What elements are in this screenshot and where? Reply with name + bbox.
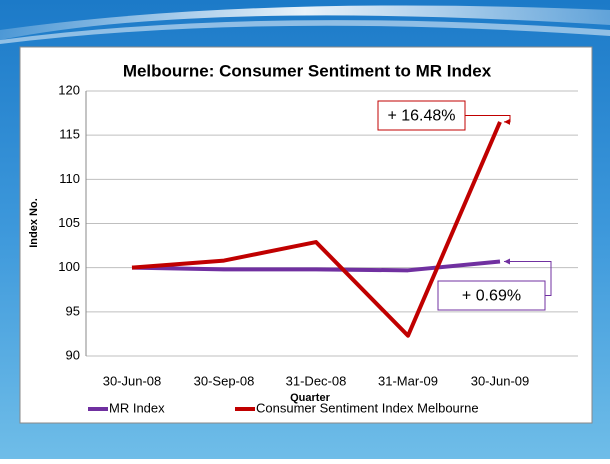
- annotation-arrow: [504, 118, 510, 125]
- y-tick-label: 115: [59, 127, 80, 142]
- annotation-text: + 16.48%: [387, 108, 455, 125]
- series-line: [131, 121, 502, 338]
- y-tick-label: 120: [58, 82, 80, 97]
- y-tick-label: 105: [58, 215, 80, 230]
- annotation-connector: [504, 260, 552, 296]
- x-tick-label: 31-Mar-09: [378, 373, 438, 388]
- x-tick-label: 31-Dec-08: [286, 373, 347, 388]
- x-tick-label: 30-Sep-08: [194, 373, 255, 388]
- legend-label: Consumer Sentiment Index Melbourne: [256, 400, 479, 415]
- x-tick-label: 30-Jun-09: [471, 373, 530, 388]
- annotation-text: + 0.69%: [462, 288, 521, 305]
- chart-title: Melbourne: Consumer Sentiment to MR Inde…: [123, 61, 492, 80]
- annotation-arrow: [504, 258, 510, 265]
- y-tick-label: 90: [66, 347, 80, 362]
- swoosh: [0, 20, 610, 44]
- chart-area: [19, 46, 593, 424]
- y-tick-label: 95: [66, 303, 80, 318]
- y-tick-label: 100: [58, 259, 80, 274]
- swoosh: [0, 5, 610, 40]
- y-tick-label: 110: [59, 171, 80, 186]
- legend-label: MR Index: [109, 400, 165, 415]
- annotation-box: [437, 280, 546, 311]
- x-axis-label: Quarter: [290, 392, 330, 404]
- y-axis-label: Index No.: [28, 198, 40, 248]
- x-tick-label: 30-Jun-08: [103, 373, 162, 388]
